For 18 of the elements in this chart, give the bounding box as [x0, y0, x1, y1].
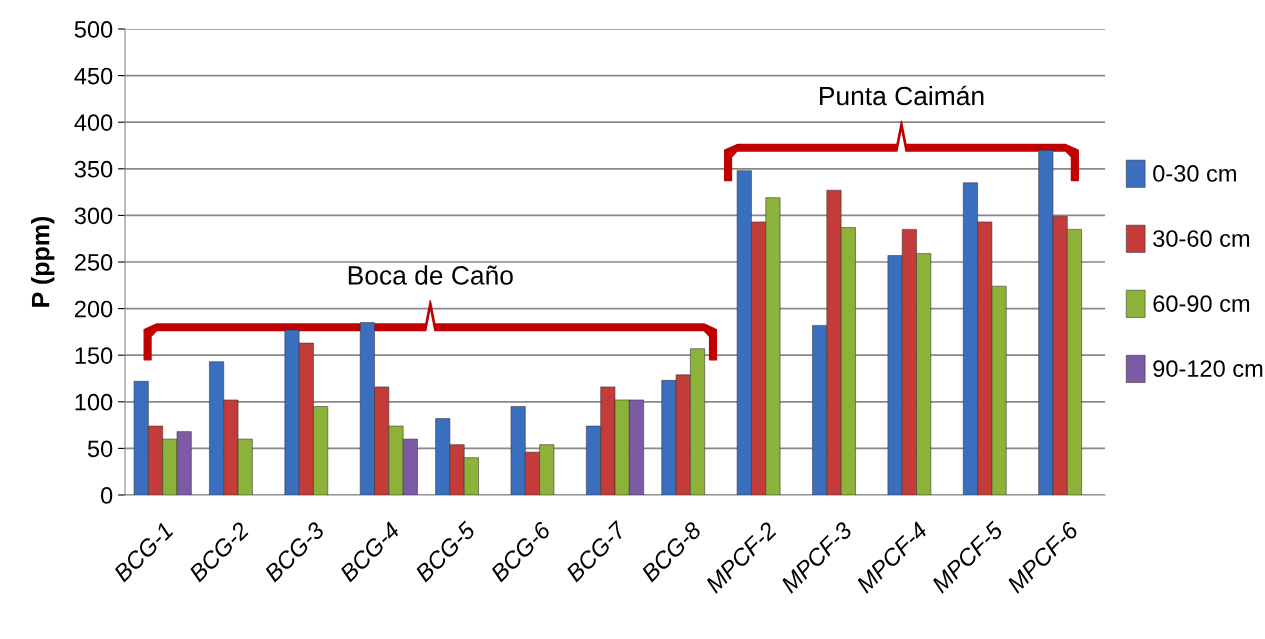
y-tick-label: 50 [87, 440, 113, 458]
y-tick-label: 350 [74, 160, 113, 178]
legend-label: 90-120 cm [1153, 360, 1263, 377]
y-tick-label: 450 [74, 67, 113, 85]
legend-label: 30-60 cm [1153, 230, 1250, 247]
y-tick-label: 300 [74, 207, 113, 225]
y-tick-label: 400 [74, 114, 113, 131]
legend-label: 0-30 cm [1153, 165, 1236, 182]
y-tick-label: 500 [74, 21, 113, 38]
legend-label: 60-90 cm [1153, 295, 1250, 312]
annotation: Punta Caimán [820, 85, 984, 106]
y-tick-label: 200 [74, 300, 113, 318]
y-tick-label: 0 [100, 487, 113, 504]
y-axis-title: P (ppm) [31, 216, 55, 307]
y-tick-label: 250 [74, 254, 113, 271]
y-tick-label: 150 [75, 347, 113, 364]
annotation: Boca de Caño [348, 265, 513, 285]
y-tick-label: 100 [75, 393, 113, 411]
